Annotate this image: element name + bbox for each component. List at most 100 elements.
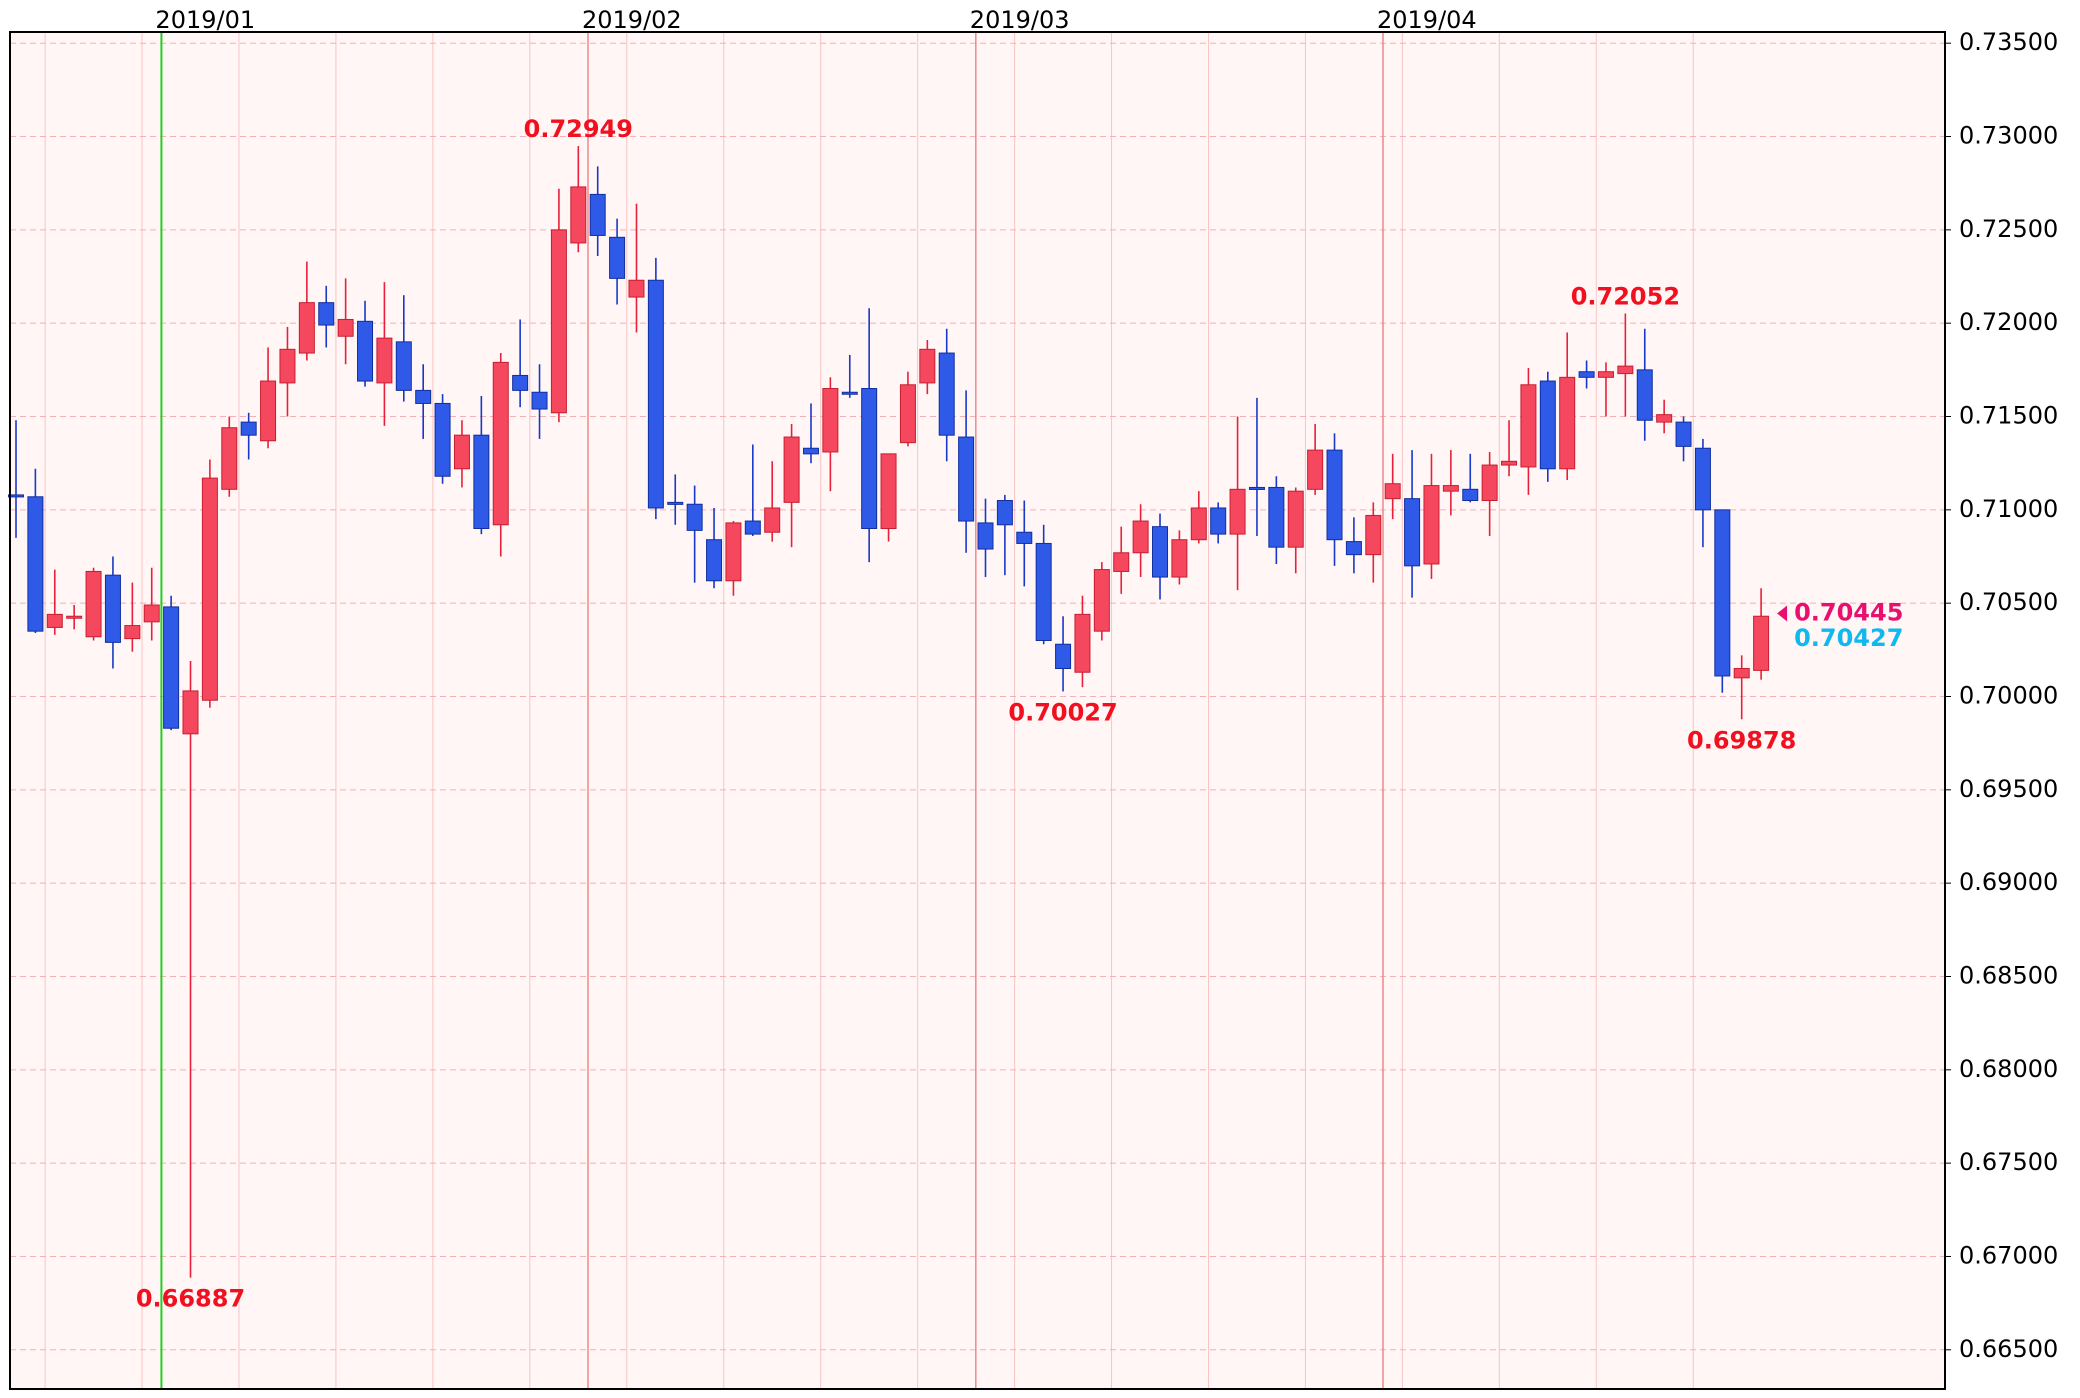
candle-body <box>1035 542 1052 642</box>
candle-body <box>1365 514 1382 556</box>
candle-body <box>977 522 994 550</box>
candle-body <box>453 434 470 470</box>
y-tick-label: 0.66500 <box>1959 1335 2058 1363</box>
y-tick-label: 0.72500 <box>1959 215 2058 243</box>
candle-body <box>473 434 490 530</box>
candle-body <box>357 320 374 382</box>
candle-body <box>1675 421 1692 447</box>
y-tick-label: 0.67000 <box>1959 1241 2058 1269</box>
candle-body <box>841 391 858 395</box>
candle-body <box>27 496 44 632</box>
candle-body <box>434 402 451 477</box>
x-tick-label: 2019/02 <box>582 6 682 34</box>
candle-body <box>1307 449 1324 490</box>
candle-body <box>395 341 412 391</box>
candle-body <box>1074 613 1091 673</box>
candle-body <box>1055 643 1072 670</box>
candle-body <box>201 477 218 701</box>
candle-body <box>1190 507 1207 541</box>
candle-body <box>298 302 315 354</box>
high-annotation: 0.72052 <box>1571 282 1680 310</box>
y-tick-label: 0.68500 <box>1959 961 2058 989</box>
candle-body <box>570 186 587 244</box>
candle-body <box>1694 447 1711 511</box>
candle-body <box>1520 384 1537 468</box>
candle-body <box>1384 483 1401 500</box>
y-tick-label: 0.69500 <box>1959 775 2058 803</box>
y-tick-label: 0.70000 <box>1959 682 2058 710</box>
y-tick-label: 0.71000 <box>1959 495 2058 523</box>
candle-body <box>609 236 626 279</box>
candle-body <box>1423 485 1440 565</box>
y-tick-label: 0.68000 <box>1959 1055 2058 1083</box>
price-label: 0.70445 <box>1794 598 1903 626</box>
candle-body <box>1617 365 1634 375</box>
candle-body <box>880 453 897 530</box>
candle-body <box>1268 486 1285 548</box>
y-tick-label: 0.72000 <box>1959 308 2058 336</box>
candle-body <box>1481 464 1498 502</box>
candle-body <box>647 279 664 509</box>
candle-body <box>628 279 645 298</box>
candle-body <box>958 436 975 522</box>
candle-body <box>1113 552 1130 572</box>
candle-body <box>1578 371 1595 378</box>
candle-body <box>163 606 180 729</box>
candle-body <box>1210 507 1227 535</box>
candle-body <box>1539 380 1556 470</box>
price-marker <box>1777 605 1788 622</box>
candle-body <box>899 384 916 444</box>
candle-body <box>318 302 335 326</box>
candle-body <box>1248 486 1265 490</box>
y-tick-label: 0.70500 <box>1959 588 2058 616</box>
candle-body <box>1753 615 1770 671</box>
candle-body <box>1152 526 1169 578</box>
candle-body <box>337 318 354 337</box>
candle-body <box>764 507 781 533</box>
candle-body <box>1501 460 1518 466</box>
candle-body <box>667 501 684 505</box>
candle-body <box>279 348 296 384</box>
x-tick-label: 2019/03 <box>970 6 1070 34</box>
candle-body <box>124 625 141 640</box>
low-annotation: 0.66887 <box>136 1285 245 1313</box>
candle-body <box>1636 369 1653 421</box>
y-tick-label: 0.71500 <box>1959 402 2058 430</box>
candle-body <box>938 352 955 436</box>
candle-body <box>822 388 839 453</box>
candle-body <box>1345 541 1362 556</box>
candle-body <box>531 391 548 410</box>
candle-body <box>1016 531 1033 544</box>
candle-body <box>706 539 723 582</box>
candle-body <box>1462 488 1479 502</box>
price-label: 0.70427 <box>1794 624 1903 652</box>
candle-body <box>861 388 878 530</box>
candle-body <box>182 690 199 735</box>
y-tick-label: 0.73000 <box>1959 122 2058 150</box>
candle-body <box>1442 485 1459 492</box>
y-tick-label: 0.69000 <box>1959 868 2058 896</box>
candle-body <box>512 374 529 391</box>
candle-body <box>376 337 393 384</box>
candle-body <box>8 494 24 498</box>
candle-body <box>46 613 63 628</box>
candle-body <box>1229 488 1246 535</box>
candle-body <box>725 522 742 582</box>
candle-body <box>1404 498 1421 567</box>
x-tick-label: 2019/04 <box>1377 6 1477 34</box>
low-annotation: 0.69878 <box>1687 726 1796 754</box>
candle-body <box>1714 509 1731 677</box>
candle-body <box>802 447 819 455</box>
candle-body <box>1326 449 1343 541</box>
candle-body <box>66 615 83 619</box>
candle-body <box>589 193 606 236</box>
candle-body <box>686 503 703 531</box>
y-tick-label: 0.73500 <box>1959 28 2058 56</box>
plot-area <box>10 32 1945 1389</box>
candle-body <box>996 500 1013 526</box>
candle-body <box>1733 668 1750 679</box>
candle-body <box>744 520 761 535</box>
candle-body <box>783 436 800 503</box>
x-tick-label: 2019/01 <box>155 6 255 34</box>
